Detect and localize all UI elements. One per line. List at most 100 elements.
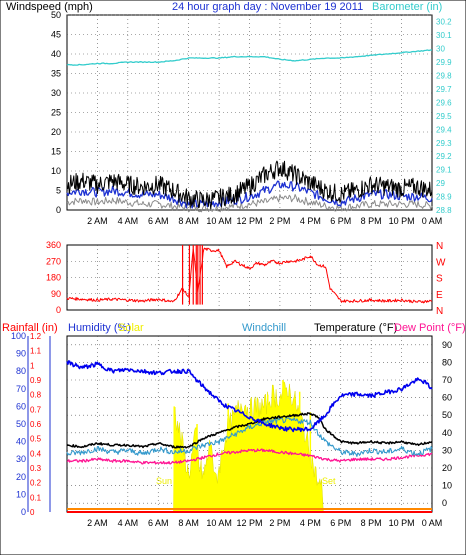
wind-y-tick-label: 5 (56, 186, 61, 196)
temperature-y-tick-label: 10 (442, 481, 452, 491)
temperature-y-tick-label: 30 (442, 445, 452, 455)
wind-x-tick-label: 4 AM (118, 216, 139, 226)
wind-y-tick-label: 20 (51, 127, 61, 137)
temperature-y-tick-label: 80 (442, 357, 452, 367)
rain-solar-y-tick-label: 0 (30, 508, 35, 517)
weather-x-tick-label: 8 AM (178, 518, 199, 528)
legend-humidity: Humidity (%) (68, 322, 131, 334)
wind-direction-line (66, 247, 433, 304)
wind-y-tick-label: 45 (51, 30, 61, 40)
weather-x-tick-label: 6 PM (330, 518, 351, 528)
chart-title: 24 hour graph day : November 19 2011 (172, 1, 363, 13)
wind-x-tick-label: 12 PM (236, 216, 262, 226)
rain-solar-y-tick-label: 0.9 (30, 376, 42, 385)
barometer-y-tick-label: 30 (436, 45, 445, 54)
windchill-line (66, 417, 433, 457)
humidity-y-tick-label: 70 (16, 384, 26, 394)
humidity-y-tick-label: 40 (16, 437, 26, 447)
wind-y-tick-label: 35 (51, 69, 61, 79)
humidity-y-tick-label: 0 (21, 507, 26, 517)
humidity-y-tick-label: 10 (16, 489, 26, 499)
barometer-y-tick-label: 29.8 (436, 72, 452, 81)
direction-y-tick-label: 270 (46, 256, 61, 266)
rain-solar-y-tick-label: 0.3 (30, 464, 42, 473)
weather-x-tick-label: 4 AM (118, 518, 139, 528)
compass-direction-label: E (436, 290, 443, 301)
weather-x-tick-label: 8 PM (361, 518, 382, 528)
wind-x-tick-label: 6 PM (330, 216, 351, 226)
weather-x-tick-label: 10 PM (389, 518, 415, 528)
compass-direction-label: N (436, 241, 443, 252)
humidity-y-tick-label: 60 (16, 401, 26, 411)
legend-dewpoint: Dew Point (°F) (394, 322, 466, 334)
barometer-y-tick-label: 29 (436, 179, 445, 188)
barometer-y-tick-label: 29.3 (436, 139, 452, 148)
rain-solar-y-tick-label: 0.6 (30, 420, 42, 429)
barometer-y-tick-label: 29.4 (436, 125, 452, 134)
barometer-y-tick-label: 28.9 (436, 193, 452, 202)
temperature-y-tick-label: 70 (442, 375, 452, 385)
wind-x-tick-label: 0 AM (422, 216, 443, 226)
direction-y-tick-label: 180 (46, 273, 61, 283)
wind-x-tick-label: 6 AM (148, 216, 169, 226)
barometer-axis-label: Barometer (in) (372, 1, 442, 13)
humidity-y-tick-label: 50 (16, 419, 26, 429)
compass-direction-label: S (436, 274, 443, 285)
legend-solar: Solar (118, 322, 144, 334)
direction-y-tick-label: 0 (56, 305, 61, 315)
barometer-y-tick-label: 29.7 (436, 85, 452, 94)
barometer-line (66, 49, 432, 66)
rain-solar-y-tick-label: 1 (30, 361, 35, 370)
barometer-y-tick-label: 29.2 (436, 152, 452, 161)
wind-axis-label: Windspeed (mph) (6, 1, 93, 13)
wind-x-tick-label: 2 AM (87, 216, 108, 226)
barometer-y-tick-label: 29.9 (436, 58, 452, 67)
temperature-line (66, 412, 433, 449)
temperature-y-tick-label: 60 (442, 393, 452, 403)
legend-windchill: Windchill (242, 322, 286, 334)
barometer-y-tick-label: 30.1 (436, 31, 452, 40)
compass-direction-label: N (436, 306, 443, 317)
humidity-y-tick-label: 20 (16, 472, 26, 482)
temperature-y-tick-label: 50 (442, 410, 452, 420)
wind-y-tick-label: 30 (51, 88, 61, 98)
temperature-y-tick-label: 20 (442, 463, 452, 473)
temperature-y-tick-label: 0 (442, 498, 447, 508)
rain-solar-y-tick-label: 1.2 (30, 332, 42, 341)
legend-temperature: Temperature (°F) (314, 322, 397, 334)
wind-y-tick-label: 25 (51, 108, 61, 118)
humidity-y-tick-label: 90 (16, 349, 26, 359)
wind-x-tick-label: 10 PM (389, 216, 415, 226)
humidity-y-tick-label: 80 (16, 366, 26, 376)
weather-x-tick-label: 4 PM (300, 518, 321, 528)
humidity-line (66, 360, 433, 433)
dewpoint-line (66, 448, 433, 465)
temperature-y-tick-label: 90 (442, 340, 452, 350)
temperature-y-tick-label: 40 (442, 428, 452, 438)
weather-x-tick-label: 6 AM (148, 518, 169, 528)
weather-x-tick-label: 12 PM (236, 518, 262, 528)
direction-y-tick-label: 360 (46, 240, 61, 250)
legend-rainfall: Rainfall (in) (2, 322, 58, 334)
rain-solar-y-tick-label: 0.5 (30, 435, 42, 444)
barometer-y-tick-label: 29.6 (436, 98, 452, 107)
weather-x-tick-label: 2 PM (269, 518, 290, 528)
wind-x-tick-label: 8 PM (361, 216, 382, 226)
wind-gray-series-line (66, 194, 433, 213)
wind-x-tick-label: 4 PM (300, 216, 321, 226)
rain-solar-y-tick-label: 0.8 (30, 391, 42, 400)
sunset-label: Set (322, 476, 336, 486)
weather-x-tick-label: 0 AM (422, 518, 443, 528)
wind-y-tick-label: 10 (51, 166, 61, 176)
humidity-y-tick-label: 30 (16, 454, 26, 464)
barometer-y-tick-label: 28.8 (436, 206, 452, 215)
rain-solar-y-tick-label: 0.2 (30, 479, 42, 488)
compass-direction-label: W (436, 257, 446, 268)
weather-x-tick-label: 2 AM (87, 518, 108, 528)
rain-solar-y-tick-label: 0.7 (30, 405, 42, 414)
sunrise-label: Sun (156, 476, 172, 486)
rain-solar-y-tick-label: 1.1 (30, 347, 42, 356)
wind-blue-series-line (66, 180, 433, 209)
